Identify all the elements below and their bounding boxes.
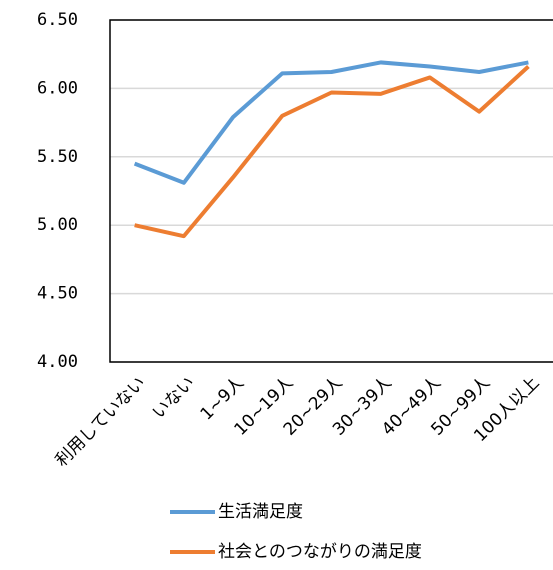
legend-label: 生活満足度 <box>218 502 303 522</box>
y-tick-label: 5.50 <box>37 147 78 167</box>
y-tick-label: 4.50 <box>37 284 78 304</box>
legend-label: 社会とのつながりの満足度 <box>218 542 422 562</box>
x-tick-label: いない <box>149 373 199 423</box>
plot-frame <box>109 19 553 363</box>
y-tick-label: 6.50 <box>37 10 78 30</box>
x-tick-label: 利用していない <box>52 373 150 471</box>
series-line <box>134 65 530 239</box>
y-tick-label: 5.00 <box>37 215 78 235</box>
y-tick-label: 4.00 <box>37 352 78 372</box>
y-tick-label: 6.00 <box>37 78 78 98</box>
series-line <box>133 60 529 185</box>
